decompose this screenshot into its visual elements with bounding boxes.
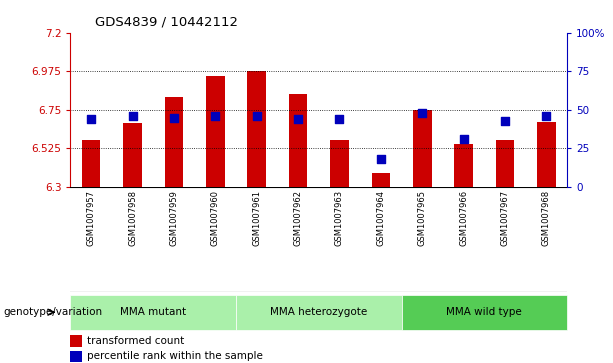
Bar	[70, 295, 236, 330]
Text: genotype/variation: genotype/variation	[3, 307, 102, 317]
Bar	[413, 110, 432, 187]
Point	[128, 113, 137, 119]
Text: GSM1007967: GSM1007967	[500, 190, 509, 246]
Point	[169, 115, 179, 121]
Bar	[402, 295, 567, 330]
Point	[459, 136, 468, 142]
Text: MMA wild type: MMA wild type	[446, 307, 522, 317]
Point	[86, 116, 96, 122]
Text: GSM1007968: GSM1007968	[542, 190, 551, 246]
Point	[252, 113, 262, 119]
Bar	[454, 144, 473, 187]
Text: MMA mutant: MMA mutant	[120, 307, 186, 317]
Text: GSM1007966: GSM1007966	[459, 190, 468, 246]
Point	[500, 118, 510, 123]
Text: GSM1007957: GSM1007957	[86, 190, 96, 246]
Text: transformed count: transformed count	[87, 336, 185, 346]
Text: GSM1007962: GSM1007962	[294, 190, 303, 246]
Text: GSM1007965: GSM1007965	[417, 190, 427, 246]
Text: GSM1007958: GSM1007958	[128, 190, 137, 246]
Bar	[537, 122, 555, 187]
Text: GSM1007959: GSM1007959	[169, 190, 178, 246]
Bar	[330, 140, 349, 187]
Text: GSM1007960: GSM1007960	[211, 190, 220, 246]
Bar	[123, 123, 142, 187]
Point	[210, 113, 220, 119]
Text: GSM1007963: GSM1007963	[335, 190, 344, 246]
Point	[335, 116, 345, 122]
Bar	[70, 351, 82, 362]
Text: GSM1007961: GSM1007961	[252, 190, 261, 246]
Bar	[236, 295, 402, 330]
Point	[376, 156, 386, 162]
Bar	[248, 71, 266, 187]
Text: GSM1007964: GSM1007964	[376, 190, 386, 246]
Bar	[371, 173, 390, 187]
Text: GDS4839 / 10442112: GDS4839 / 10442112	[96, 16, 238, 29]
Bar	[70, 335, 82, 347]
Text: percentile rank within the sample: percentile rank within the sample	[87, 351, 263, 361]
Point	[541, 113, 551, 119]
Bar	[82, 140, 101, 187]
Bar	[289, 94, 307, 187]
Point	[293, 116, 303, 122]
Bar	[496, 140, 514, 187]
Text: MMA heterozygote: MMA heterozygote	[270, 307, 367, 317]
Point	[417, 110, 427, 116]
Bar	[206, 76, 224, 187]
Bar	[165, 97, 183, 187]
